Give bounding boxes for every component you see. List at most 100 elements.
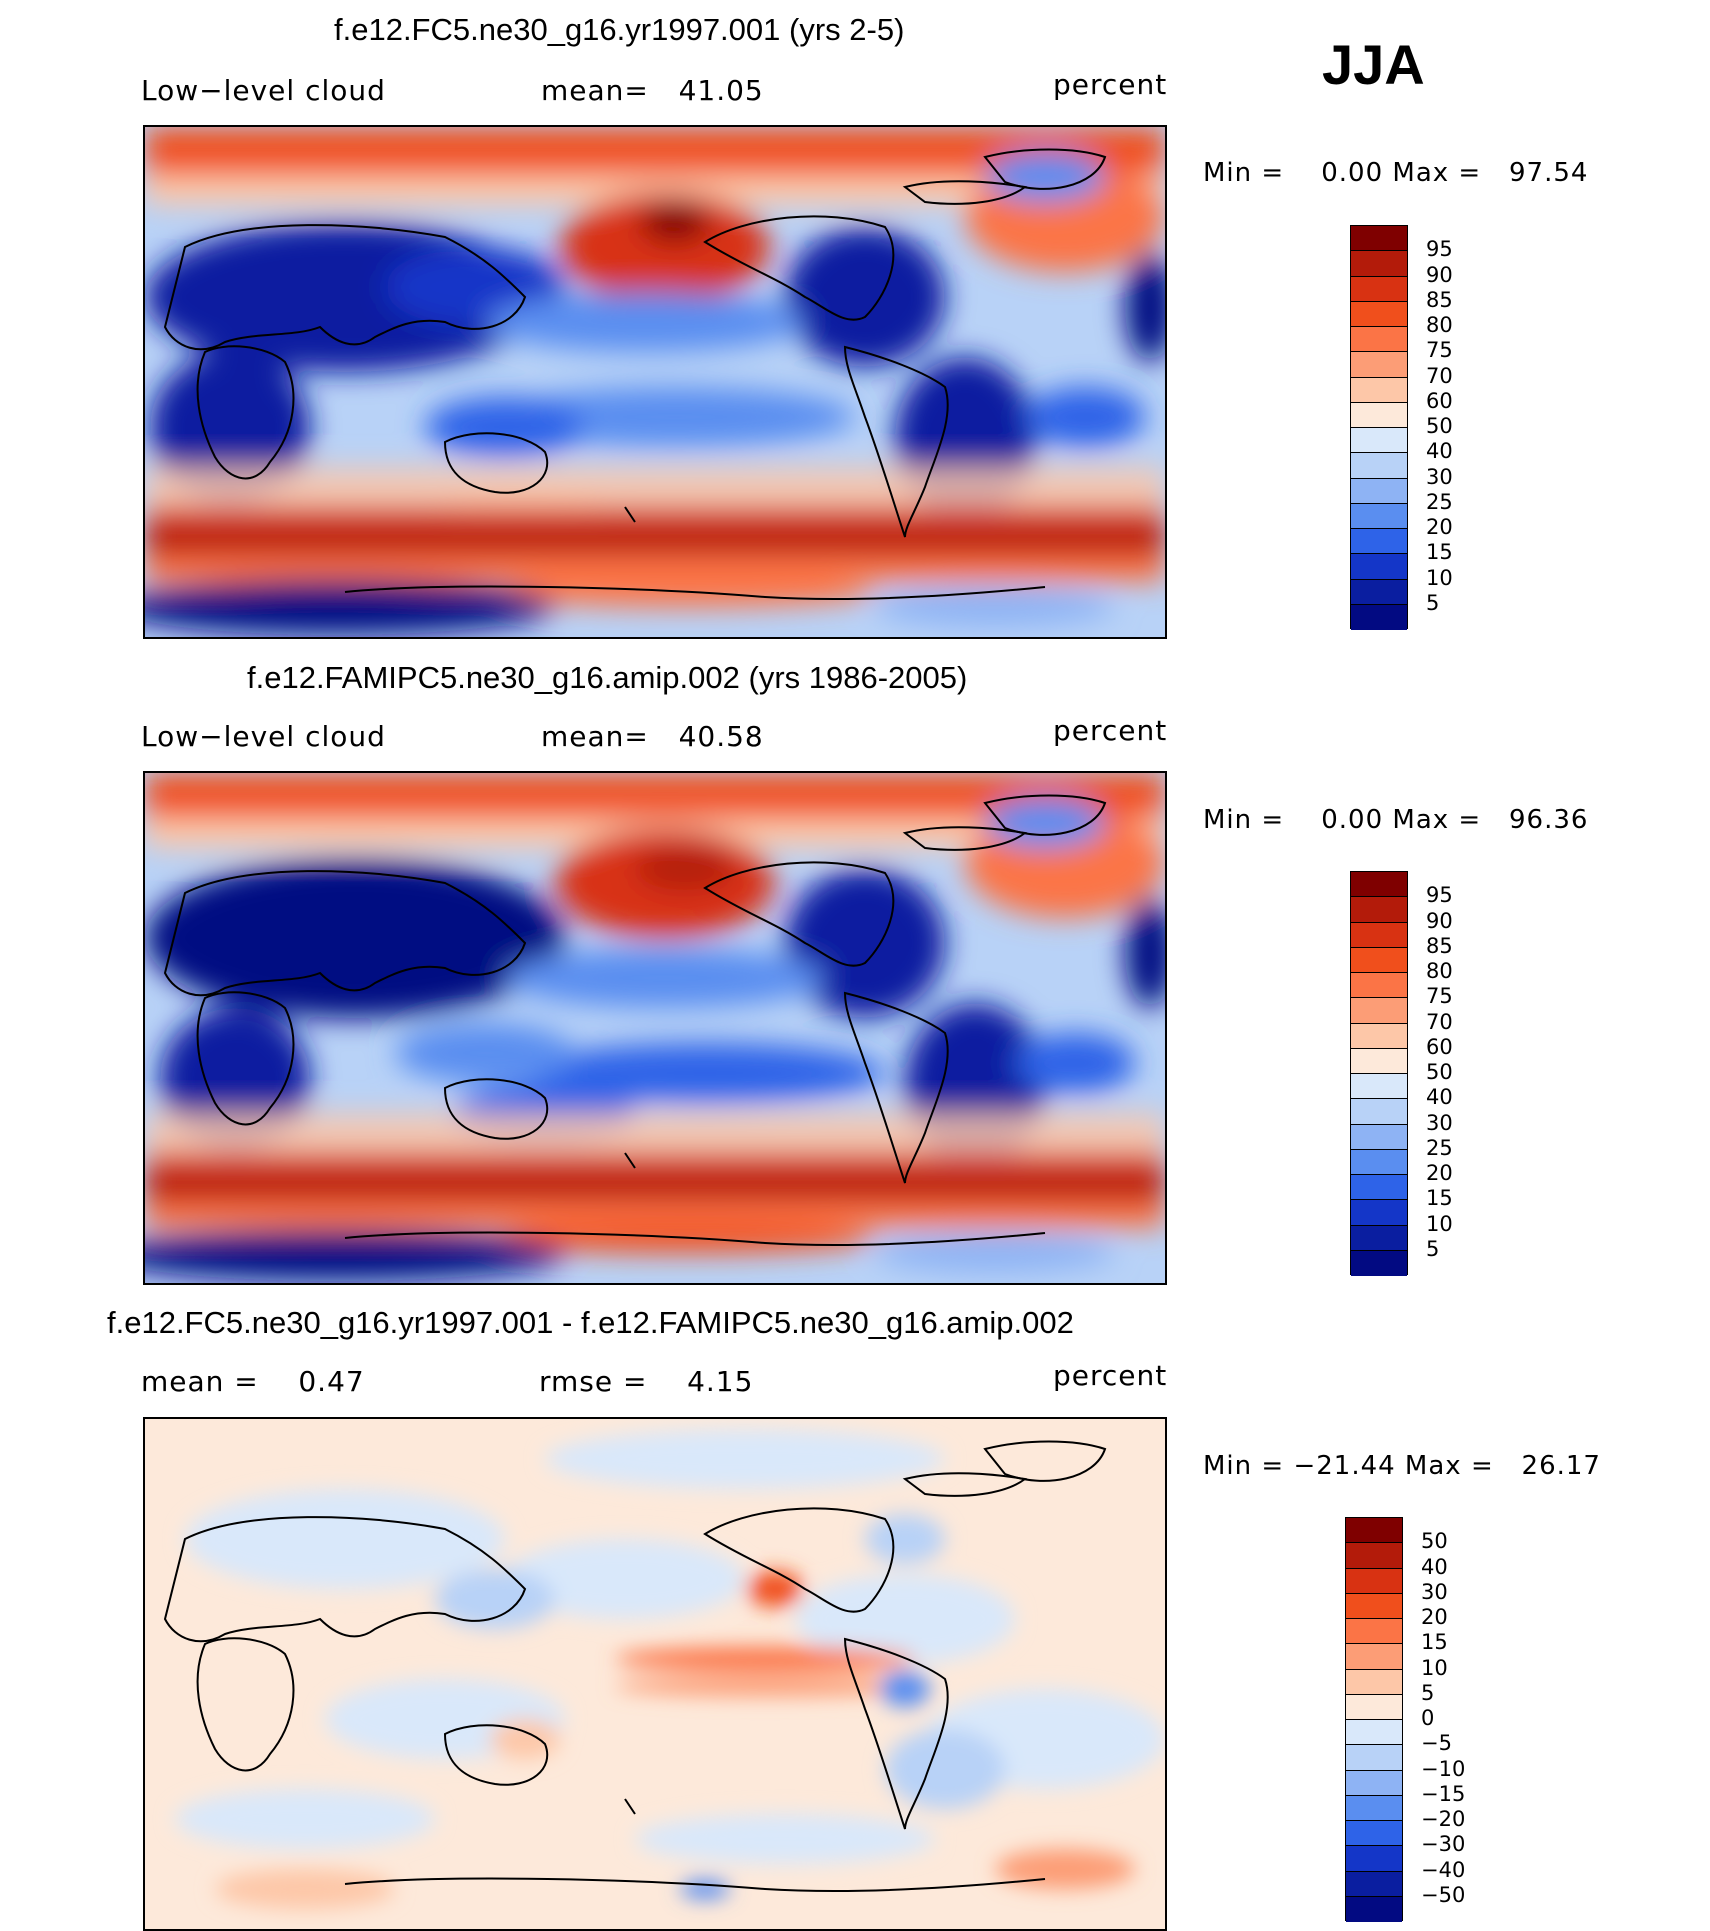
panel-3-rmse-label: rmse = 4.15 (539, 1365, 754, 1398)
colorbar-swatch (1351, 1124, 1407, 1150)
colorbar-tick-label: −15 (1421, 1781, 1466, 1806)
colorbar-tick-label: 10 (1426, 1211, 1453, 1236)
panel-1-title: f.e12.FC5.ne30_g16.yr1997.001 (yrs 2-5) (334, 12, 905, 47)
panel-3-units-label: percent (1053, 1359, 1168, 1392)
colorbar-swatch (1346, 1644, 1402, 1670)
colorbar-tick-label: 80 (1426, 959, 1453, 983)
colorbar-tick-label: 75 (1426, 338, 1453, 363)
colorbar-tick-label: 5 (1426, 1236, 1440, 1261)
panel-3-title: f.e12.FC5.ne30_g16.yr1997.001 - f.e12.FA… (107, 1305, 1074, 1340)
colorbar-tick-label: 85 (1426, 933, 1453, 958)
colorbar-tick-label: 20 (1426, 1161, 1453, 1185)
colorbar-swatch (1351, 1074, 1407, 1100)
panel-2-colorbar (1350, 871, 1408, 1276)
colorbar-tick-label: 85 (1426, 287, 1453, 312)
panel-1-units-label: percent (1053, 68, 1168, 101)
colorbar-swatch (1346, 1694, 1402, 1720)
panel-2-field (145, 773, 1165, 1283)
colorbar-swatch (1346, 1871, 1402, 1897)
panel-1-mean-label: mean= 41.05 (541, 74, 764, 107)
colorbar-swatch (1351, 604, 1407, 630)
colorbar-swatch (1346, 1745, 1402, 1771)
panel-1-field (145, 127, 1165, 637)
colorbar-swatch (1346, 1795, 1402, 1821)
colorbar-tick-label: 70 (1426, 1009, 1453, 1034)
colorbar-tick-label: 40 (1426, 1085, 1453, 1110)
panel-2-minmax: Min = 0.00 Max = 96.36 (1203, 805, 1589, 835)
colorbar-tick-label: 40 (1426, 439, 1453, 464)
colorbar-tick-label: −20 (1421, 1807, 1466, 1831)
panel-1-minmax: Min = 0.00 Max = 97.54 (1203, 158, 1589, 188)
colorbar-tick-label: 50 (1421, 1529, 1448, 1554)
colorbar-tick-label: 15 (1426, 1186, 1453, 1211)
colorbar-swatch (1351, 327, 1407, 353)
colorbar-tick-label: 10 (1421, 1655, 1448, 1680)
colorbar-swatch (1351, 377, 1407, 403)
colorbar-tick-label: 60 (1426, 388, 1453, 413)
colorbar-swatch (1351, 453, 1407, 479)
colorbar-swatch (1351, 1149, 1407, 1175)
colorbar-tick-label: 15 (1426, 540, 1453, 565)
panel-2-units-label: percent (1053, 714, 1168, 747)
colorbar-tick-label: 5 (1421, 1680, 1435, 1705)
colorbar-tick-label: 20 (1421, 1605, 1448, 1629)
colorbar-tick-label: −40 (1421, 1857, 1466, 1882)
colorbar-swatch (1346, 1896, 1402, 1922)
colorbar-swatch (1351, 251, 1407, 277)
colorbar-swatch (1346, 1720, 1402, 1746)
colorbar-tick-label: 70 (1426, 363, 1453, 388)
colorbar-swatch (1346, 1770, 1402, 1796)
panel-3-minmax: Min = −21.44 Max = 26.17 (1203, 1451, 1601, 1481)
panel-3-colorbar (1345, 1517, 1403, 1922)
colorbar-tick-label: 0 (1421, 1706, 1435, 1730)
colorbar-swatch (1351, 478, 1407, 504)
colorbar-swatch (1351, 1225, 1407, 1251)
colorbar-tick-label: 50 (1426, 1060, 1453, 1084)
colorbar-tick-label: 30 (1426, 464, 1453, 489)
colorbar-tick-label: 60 (1426, 1034, 1453, 1059)
panel-1-map (143, 125, 1167, 639)
colorbar-swatch (1351, 1048, 1407, 1074)
colorbar-tick-label: 40 (1421, 1554, 1448, 1579)
colorbar-tick-label: 95 (1426, 883, 1453, 908)
panel-2-variable-label: Low−level cloud (141, 720, 386, 753)
colorbar-tick-label: 20 (1426, 515, 1453, 539)
colorbar-swatch (1351, 352, 1407, 378)
colorbar-swatch (1351, 503, 1407, 529)
colorbar-swatch (1351, 973, 1407, 999)
colorbar-tick-label: 90 (1426, 262, 1453, 287)
colorbar-swatch (1351, 897, 1407, 923)
panel-3-map (143, 1417, 1167, 1931)
colorbar-swatch (1346, 1543, 1402, 1569)
colorbar-swatch (1346, 1821, 1402, 1847)
panel-1-colorbar (1350, 225, 1408, 630)
colorbar-tick-label: 5 (1426, 590, 1440, 615)
colorbar-tick-label: 10 (1426, 565, 1453, 590)
colorbar-tick-label: 80 (1426, 313, 1453, 337)
colorbar-swatch (1351, 947, 1407, 973)
colorbar-swatch (1351, 872, 1407, 898)
panel-2-map (143, 771, 1167, 1285)
colorbar-tick-label: −30 (1421, 1832, 1466, 1857)
panel-2-title: f.e12.FAMIPC5.ne30_g16.amip.002 (yrs 198… (247, 660, 968, 695)
colorbar-tick-label: −10 (1421, 1756, 1466, 1781)
panel-1-variable-label: Low−level cloud (141, 74, 386, 107)
colorbar-swatch (1351, 529, 1407, 555)
colorbar-swatch (1351, 226, 1407, 252)
panel-3-field (145, 1419, 1165, 1929)
colorbar-swatch (1351, 1023, 1407, 1049)
colorbar-swatch (1351, 1175, 1407, 1201)
panel-2-mean-label: mean= 40.58 (541, 720, 764, 753)
colorbar-tick-label: −5 (1421, 1731, 1452, 1756)
colorbar-tick-label: 75 (1426, 984, 1453, 1009)
colorbar-swatch (1351, 428, 1407, 454)
colorbar-tick-label: 25 (1426, 1135, 1453, 1160)
colorbar-swatch (1346, 1619, 1402, 1645)
colorbar-swatch (1346, 1846, 1402, 1872)
colorbar-swatch (1351, 1099, 1407, 1125)
colorbar-swatch (1351, 922, 1407, 948)
colorbar-tick-label: 30 (1421, 1579, 1448, 1604)
colorbar-tick-label: 50 (1426, 414, 1453, 438)
colorbar-tick-label: −50 (1421, 1882, 1466, 1907)
season-label: JJA (1322, 33, 1425, 96)
